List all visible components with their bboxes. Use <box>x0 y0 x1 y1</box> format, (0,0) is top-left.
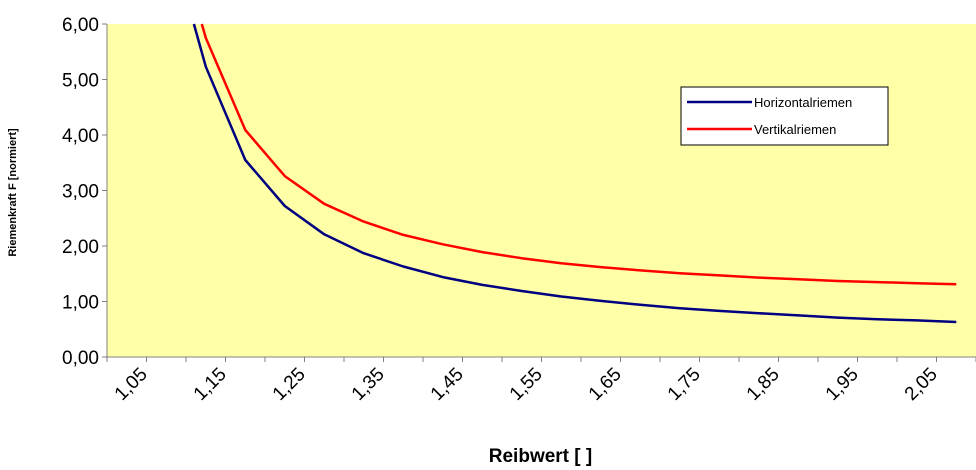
x-tick-label: 1,35 <box>348 364 389 405</box>
x-tick-label: 1,85 <box>743 364 784 405</box>
x-tick-label: 1,75 <box>664 364 705 405</box>
x-tick-label: 1,25 <box>269 364 310 405</box>
series-line-horizontalriemen <box>192 23 957 324</box>
y-axis-ticks: 0,00 1,00 2,00 3,00 4,00 5,00 6,00 <box>62 15 107 369</box>
x-tick-label: 1,15 <box>190 364 231 405</box>
y-tick-label: 1,00 <box>62 293 99 314</box>
legend: Horizontalriemen Vertikalriemen <box>680 86 889 146</box>
legend-label: Horizontalriemen <box>754 95 852 110</box>
x-tick-label: 1,05 <box>111 364 152 405</box>
x-axis-ticks: 1,05 1,15 1,25 1,35 1,45 1,55 1,65 1,75 1,85 1,95… <box>106 357 976 405</box>
x-tick-label: 1,65 <box>585 364 626 405</box>
y-tick-label: 2,00 <box>62 237 99 258</box>
y-tick-label: 6,00 <box>62 15 99 36</box>
x-tick-label: 1,45 <box>427 364 468 405</box>
x-tick-label: 2,05 <box>901 364 942 405</box>
y-tick-label: 3,00 <box>62 182 99 203</box>
legend-label: Vertikalriemen <box>754 122 836 137</box>
y-tick-label: 4,00 <box>62 126 99 147</box>
plot-area <box>107 24 976 357</box>
x-axis-title: Reibwert [ ] <box>489 446 592 467</box>
legend-box <box>680 86 889 146</box>
x-tick-label: 1,55 <box>506 364 547 405</box>
y-tick-label: 5,00 <box>62 71 99 92</box>
x-tick-label: 1,95 <box>822 364 863 405</box>
series-layer <box>192 23 957 324</box>
y-axis-title: Riemenkraft F [normiert] <box>7 128 19 257</box>
series-line-vertikalriemen <box>200 23 957 286</box>
y-tick-label: 0,00 <box>62 348 99 369</box>
